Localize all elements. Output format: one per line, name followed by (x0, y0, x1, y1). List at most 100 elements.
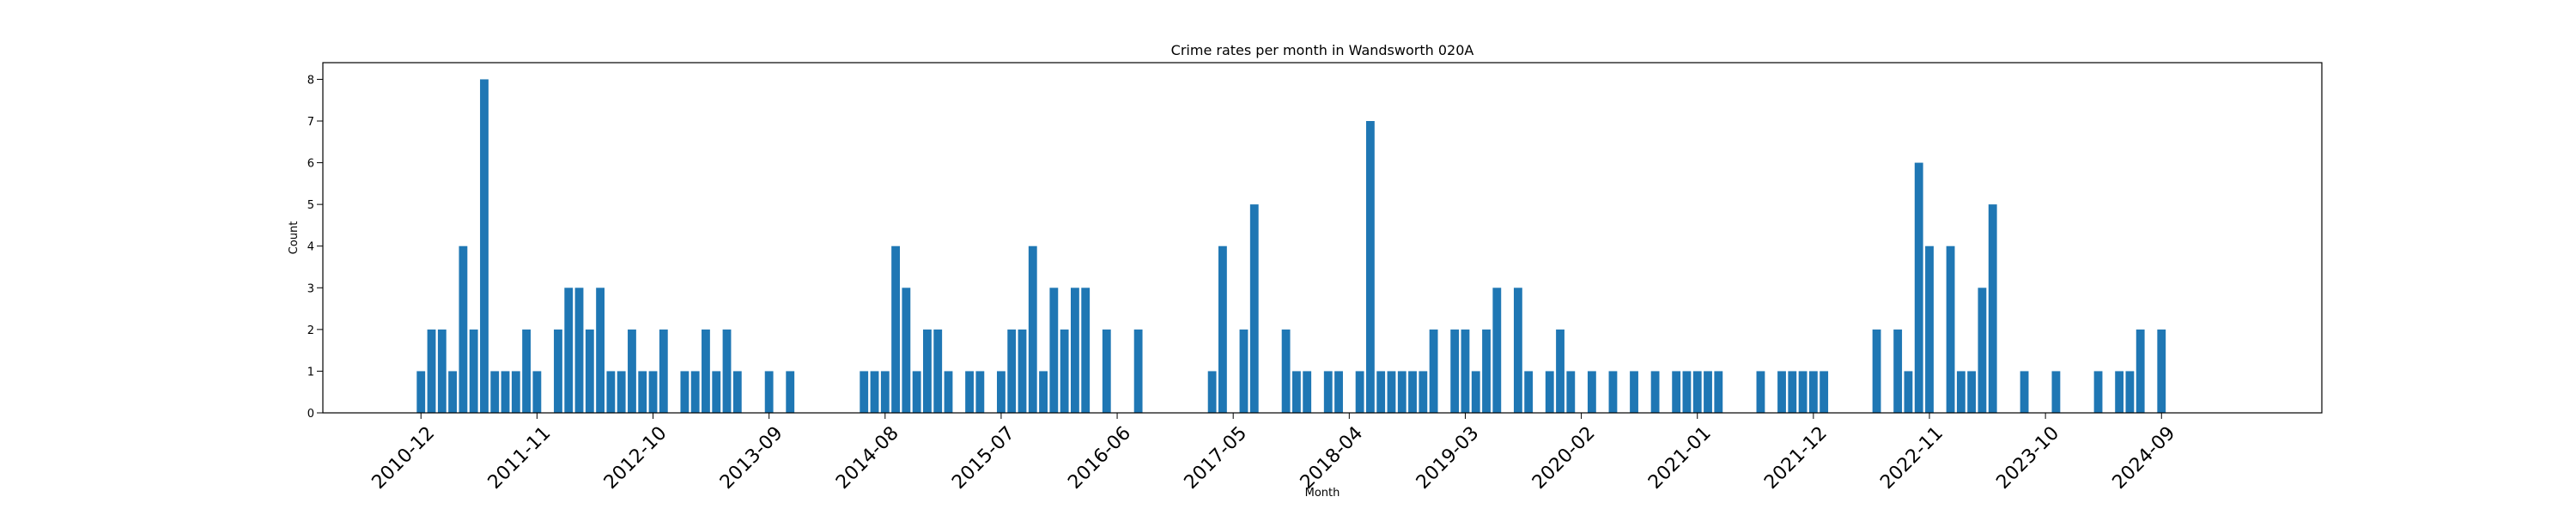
bar (1904, 371, 1913, 413)
bars-layer (416, 79, 2166, 414)
y-tick-label: 0 (307, 408, 314, 421)
x-tick-label: 2011-11 (484, 422, 556, 494)
x-tick-label: 2022-11 (1876, 422, 1947, 494)
bar (1978, 288, 1987, 413)
bar (1081, 288, 1091, 413)
x-tick-label: 2015-07 (948, 422, 1019, 494)
bar (1461, 329, 1470, 413)
bar (764, 371, 774, 413)
bar (1133, 329, 1143, 413)
bar (1450, 329, 1460, 413)
x-tick-label: 2016-06 (1064, 422, 1135, 494)
bar (1482, 329, 1491, 413)
y-tick-label: 4 (307, 241, 314, 254)
bar (1566, 371, 1576, 413)
bar (416, 371, 426, 413)
bar (628, 329, 636, 413)
bar (1281, 329, 1291, 413)
bar (1925, 245, 1934, 413)
bar (860, 371, 869, 413)
bar (459, 245, 468, 413)
y-tick-label: 5 (307, 199, 314, 212)
bar (522, 329, 532, 413)
x-tick-label: 2019-03 (1413, 422, 1484, 494)
x-tick-label: 2010-12 (368, 422, 440, 494)
bar (1303, 371, 1312, 413)
bar (1071, 288, 1079, 413)
x-axis-ticks: 2010-12 2011-11 2012-10 2013-09 2014-08 2015-… (368, 413, 2179, 494)
bar (1788, 371, 1797, 413)
y-tick-label: 7 (307, 116, 314, 129)
y-tick-label: 2 (307, 324, 314, 337)
bar (1397, 371, 1406, 413)
bar (1524, 371, 1534, 413)
chart-title: Crime rates per month in Wandsworth 020A (1171, 42, 1474, 58)
bar (2115, 371, 2124, 413)
bar (1007, 329, 1017, 413)
bar (1365, 121, 1375, 413)
bar (1471, 371, 1480, 413)
bar (1808, 371, 1818, 413)
bar (997, 371, 1005, 413)
bar (1946, 245, 1955, 413)
bar (891, 245, 900, 413)
x-tick-label: 2021-12 (1760, 422, 1832, 494)
bar (1060, 329, 1069, 413)
x-tick-label: 2021-01 (1644, 422, 1716, 494)
x-tick-label: 2023-10 (1992, 422, 2063, 494)
x-tick-label: 2020-02 (1528, 422, 1600, 494)
bar (1756, 371, 1765, 413)
bar (712, 371, 721, 413)
bar (1376, 371, 1386, 413)
bar (1249, 204, 1259, 413)
bar (1777, 371, 1786, 413)
bar (2157, 329, 2166, 413)
y-tick-label: 1 (307, 366, 314, 379)
bar (1914, 162, 1923, 413)
bar (1408, 371, 1417, 413)
bar (912, 371, 921, 413)
x-tick-label: 2012-10 (600, 422, 671, 494)
bar (1872, 329, 1881, 413)
bar (1650, 371, 1660, 413)
bar (1018, 329, 1027, 413)
bar (511, 371, 520, 413)
bar (702, 329, 710, 413)
bar (490, 371, 500, 413)
bar (648, 371, 658, 413)
bar (554, 329, 562, 413)
bar (427, 329, 436, 413)
bar (617, 371, 626, 413)
bar (680, 371, 690, 413)
bar (1893, 329, 1903, 413)
bar (437, 329, 447, 413)
bar (1704, 371, 1712, 413)
bar (480, 79, 489, 414)
bar (1419, 371, 1428, 413)
bar (1956, 371, 1965, 413)
y-tick-label: 6 (307, 158, 314, 171)
bar (1355, 371, 1364, 413)
bar (2125, 371, 2135, 413)
x-tick-label: 2013-09 (716, 422, 787, 494)
bar (2093, 371, 2103, 413)
bar (1692, 371, 1702, 413)
x-tick-label: 2014-08 (832, 422, 903, 494)
bar (902, 288, 911, 413)
bar (1587, 371, 1596, 413)
bar (574, 288, 584, 413)
y-tick-label: 3 (307, 282, 314, 295)
bar (722, 329, 732, 413)
bar (1608, 371, 1618, 413)
bar (1492, 288, 1502, 413)
bar (1049, 288, 1059, 413)
bar (1672, 371, 1681, 413)
bar (469, 329, 478, 413)
bar (1323, 371, 1333, 413)
plot-frame (322, 62, 2323, 414)
bar (1102, 329, 1111, 413)
bar (1513, 288, 1522, 413)
x-tick-label: 2018-04 (1297, 422, 1368, 494)
bar (585, 329, 594, 413)
bar (1218, 245, 1227, 413)
